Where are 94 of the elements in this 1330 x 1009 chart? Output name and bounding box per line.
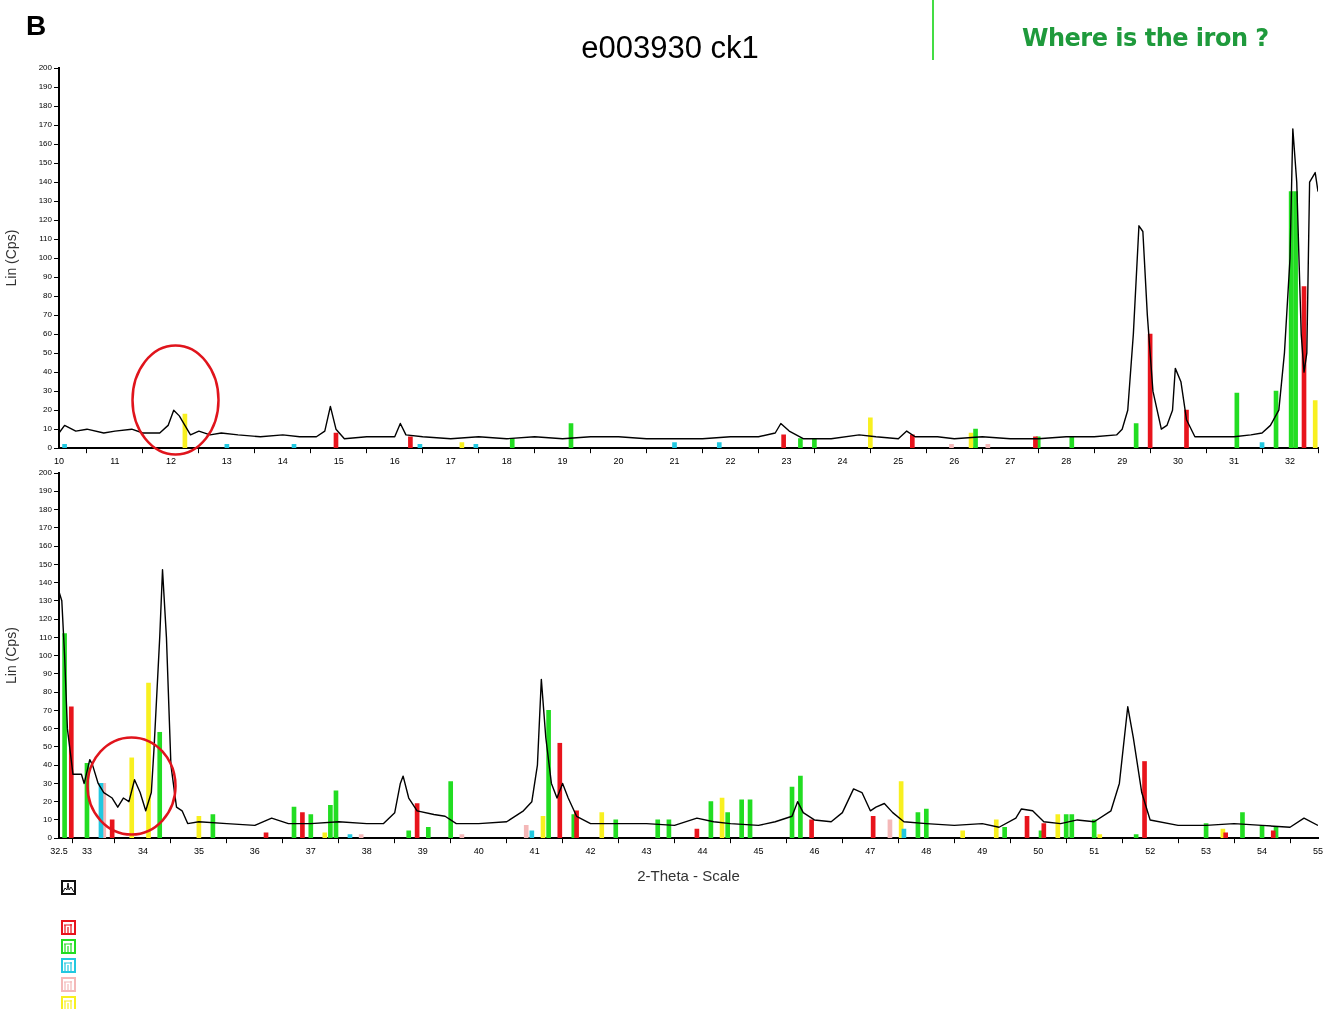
y-tick-label: 160 — [38, 541, 53, 551]
text: B — [26, 10, 47, 42]
x-tick-label: 37 — [305, 846, 316, 857]
x-tick-label: 23 — [781, 456, 792, 467]
y-tick-label: 140 — [38, 177, 53, 187]
x-tick-label: 22 — [725, 456, 736, 467]
y-tick-label: 40 — [43, 367, 53, 377]
x-tick-label: 30 — [1173, 456, 1184, 467]
y-tick-label: 180 — [38, 504, 53, 514]
text: Where is the iron ? — [1022, 24, 1269, 52]
y-tick-label: 90 — [43, 669, 53, 679]
x-tick-label: 18 — [501, 456, 512, 467]
y-axis-title: Lin (Cps) — [3, 627, 20, 684]
y-tick-label: 130 — [38, 596, 53, 606]
x-tick-label: 27 — [1005, 456, 1016, 467]
y-tick-label: 110 — [39, 632, 53, 642]
x-tick-label: 53 — [1201, 846, 1212, 857]
x-tick-label: 40 — [473, 846, 484, 857]
x-tick-label: 35 — [193, 846, 204, 857]
y-tick-label: 130 — [38, 196, 53, 206]
y-tick-label: 190 — [38, 82, 53, 92]
x-tick-label: 14 — [277, 456, 288, 467]
y-tick-label: 10 — [43, 815, 53, 825]
y-tick-label: 120 — [38, 614, 53, 624]
x-tick-label: 26 — [949, 456, 960, 467]
x-tick-label: 28 — [1061, 456, 1072, 467]
y-tick-label: 110 — [39, 234, 53, 244]
x-tick-label: 54 — [1257, 846, 1268, 857]
y-tick-label: 70 — [43, 310, 53, 320]
x-tick-label: 19 — [557, 456, 568, 467]
y-tick-label: 80 — [43, 291, 53, 301]
x-tick-label: 20 — [613, 456, 624, 467]
y-tick-label: 50 — [43, 742, 53, 752]
y-tick-label: 100 — [38, 650, 53, 660]
x-tick-label: 43 — [641, 846, 652, 857]
x-tick-label: 34 — [137, 846, 148, 857]
y-tick-label: 190 — [38, 486, 53, 496]
x-tick-label: 41 — [529, 846, 540, 857]
x-tick-label: 24 — [837, 456, 848, 467]
x-tick-label: 47 — [865, 846, 876, 857]
y-tick-label: 60 — [43, 723, 53, 733]
y-tick-label: 160 — [38, 139, 53, 149]
y-tick-label: 180 — [38, 101, 53, 111]
x-tick-label: 25 — [893, 456, 904, 467]
y-tick-label: 200 — [38, 468, 53, 478]
x-tick-label: 46 — [809, 846, 820, 857]
x-tick-label: 29 — [1117, 456, 1128, 467]
y-tick-label: 50 — [43, 348, 53, 358]
x-tick-label: 51 — [1089, 846, 1100, 857]
x-tick-label: 55 — [1312, 846, 1324, 857]
x-tick-label: 31 — [1229, 456, 1240, 467]
y-tick-label: 170 — [38, 522, 53, 532]
y-tick-label: 10 — [43, 424, 53, 434]
x-tick-label: 38 — [361, 846, 372, 857]
x-axis-title: 2-Theta - Scale — [637, 867, 740, 885]
x-tick-label: 49 — [977, 846, 988, 857]
y-tick-label: 0 — [47, 833, 53, 843]
x-tick-label: 52 — [1145, 846, 1156, 857]
x-tick-label: 44 — [697, 846, 708, 857]
y-tick-label: 40 — [43, 760, 53, 770]
x-tick-label: 16 — [389, 456, 400, 467]
x-tick-label: 48 — [921, 846, 932, 857]
x-tick-label: 11 — [110, 456, 120, 467]
y-tick-label: 20 — [43, 405, 53, 415]
x-tick-label: 50 — [1033, 846, 1044, 857]
y-tick-label: 30 — [43, 386, 53, 396]
y-tick-label: 200 — [38, 63, 53, 73]
x-tick-label: 15 — [333, 456, 344, 467]
x-tick-label: 12 — [165, 456, 176, 467]
x-tick-label: 33 — [81, 846, 92, 857]
x-tick-label: 32.5 — [50, 846, 68, 857]
y-tick-label: 150 — [38, 559, 53, 569]
y-tick-label: 150 — [38, 158, 53, 168]
chart-title: e003930 ck1 — [580, 30, 760, 66]
x-tick-label: 39 — [417, 846, 428, 857]
y-tick-label: 20 — [43, 796, 53, 806]
x-tick-label: 45 — [753, 846, 764, 857]
x-tick-label: 36 — [249, 846, 260, 857]
x-tick-label: 13 — [221, 456, 232, 467]
y-tick-label: 60 — [43, 329, 53, 339]
y-tick-label: 0 — [47, 443, 53, 453]
x-tick-label: 21 — [669, 456, 680, 467]
y-axis-title: Lin (Cps) — [3, 229, 20, 287]
y-tick-label: 90 — [43, 272, 53, 282]
y-tick-label: 140 — [38, 577, 53, 587]
y-tick-label: 100 — [38, 253, 53, 263]
x-tick-label: 17 — [445, 456, 456, 467]
y-tick-label: 170 — [38, 120, 53, 130]
y-tick-label: 70 — [43, 705, 53, 715]
y-tick-label: 80 — [43, 687, 53, 697]
x-tick-label: 42 — [585, 846, 596, 857]
x-tick-label: 32 — [1285, 456, 1296, 467]
y-tick-label: 30 — [43, 778, 53, 788]
y-tick-label: 120 — [38, 215, 53, 225]
